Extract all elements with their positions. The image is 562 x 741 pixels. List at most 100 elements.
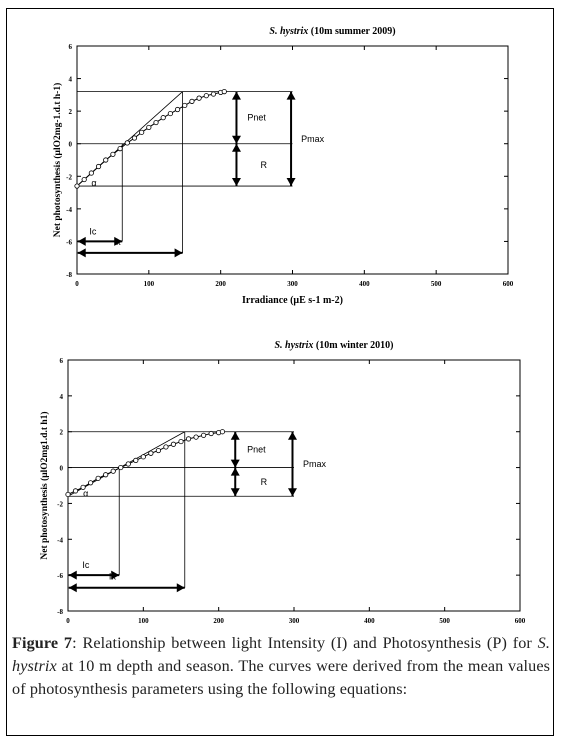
y-tick-label: 0 — [60, 465, 64, 473]
data-point — [139, 129, 145, 135]
data-point — [155, 447, 161, 454]
pnet-arrow-head — [230, 459, 240, 468]
figure-frame — [6, 8, 554, 736]
x-tick-label: 500 — [439, 617, 450, 625]
chart-title-species: S. hystrix — [275, 340, 314, 351]
x-tick-label: 0 — [66, 617, 70, 625]
data-point — [118, 464, 124, 471]
data-point — [182, 102, 188, 109]
data-point — [174, 106, 181, 113]
x-tick-label: 500 — [431, 280, 442, 288]
x-tick-label: 600 — [503, 280, 514, 288]
x-tick-label: 400 — [364, 617, 375, 625]
data-point — [167, 110, 173, 117]
caption-figure-label: Figure 7 — [12, 634, 73, 652]
y-tick-label: 2 — [69, 108, 73, 116]
pnet-arrow-head — [231, 91, 241, 100]
pnet-arrow-head — [230, 431, 240, 440]
data-point — [124, 140, 130, 146]
r-arrow-head — [231, 143, 241, 152]
pmax-arrow-head — [287, 431, 297, 440]
ik-arrow-head — [77, 248, 86, 258]
y-axis-label: Net photosynthesis (μlO2mg-1.d.t h-1) — [52, 83, 63, 238]
y-tick-label: -6 — [66, 238, 72, 246]
pnet-arrow-head — [231, 135, 241, 144]
x-tick-label: 300 — [289, 617, 300, 625]
chart-title-species: S. hystrix — [269, 26, 308, 37]
data-point — [88, 480, 94, 486]
y-tick-label: -8 — [57, 608, 63, 616]
plot-area — [67, 359, 521, 612]
data-point — [95, 163, 102, 170]
x-tick-label: 400 — [359, 280, 370, 288]
x-tick-label: 300 — [287, 280, 298, 288]
data-point — [201, 432, 207, 438]
data-point — [146, 124, 152, 131]
ik-arrow-head — [174, 248, 183, 258]
data-point — [65, 491, 71, 498]
data-point — [88, 170, 94, 176]
data-point — [160, 115, 166, 121]
data-point — [117, 146, 123, 152]
fit-curve — [67, 431, 223, 495]
data-point — [103, 472, 109, 478]
x-tick-label: 200 — [213, 617, 224, 625]
alpha-label: α — [83, 488, 88, 498]
caption-text-a: : Relationship between light Intensity (… — [72, 634, 538, 652]
ic-arrow-head — [77, 236, 86, 246]
data-point — [208, 430, 214, 437]
y-tick-label: -2 — [57, 500, 63, 508]
chart-title: S. hystrix (10m winter 2010) — [275, 340, 394, 351]
data-point — [140, 454, 146, 460]
ic-arrow-head — [68, 570, 77, 580]
ic-label: Ic — [82, 560, 90, 570]
data-point — [74, 183, 80, 189]
data-point — [110, 468, 116, 474]
ic-arrow-head — [111, 570, 120, 580]
y-tick-label: -8 — [66, 271, 72, 279]
pmax-arrow-head — [286, 178, 296, 187]
ic-arrow-head — [114, 236, 123, 246]
data-point — [203, 93, 209, 99]
alpha-label: α — [91, 178, 96, 188]
chart-winter-2010: 0 100 200 300 400 500 600 -8 -6 -4 -2 0 2 4 6 S. hystri… — [39, 340, 526, 625]
data-point — [72, 488, 79, 494]
x-tick-label: 100 — [138, 617, 149, 625]
y-tick-label: 6 — [60, 357, 64, 365]
pmax-label: Pmax — [303, 459, 327, 469]
y-tick-label: 4 — [69, 76, 73, 84]
data-point — [148, 450, 154, 456]
x-axis-label: Irradiance (μE s-1 m-2) — [242, 295, 343, 306]
data-point — [193, 434, 199, 440]
y-tick-label: -6 — [57, 572, 63, 580]
data-point — [110, 151, 116, 157]
y-tick-label: 4 — [60, 393, 64, 401]
pmax-arrow-head — [287, 488, 297, 497]
data-point — [103, 157, 109, 163]
data-point — [131, 135, 138, 141]
data-point — [178, 438, 184, 445]
data-point — [221, 89, 227, 95]
x-tick-label: 200 — [215, 280, 226, 288]
pnet-label: Pnet — [247, 445, 266, 455]
data-point — [81, 176, 87, 183]
pnet-label: Pnet — [247, 113, 266, 123]
data-point — [125, 461, 131, 467]
data-point — [163, 444, 169, 450]
ik-arrow-head — [176, 583, 185, 593]
pmax-label: Pmax — [301, 134, 325, 144]
y-tick-label: -2 — [66, 173, 72, 181]
fit-curve — [76, 91, 225, 187]
r-label: R — [261, 160, 268, 170]
data-point — [95, 475, 101, 481]
data-point — [219, 429, 226, 435]
ik-label: Ik — [109, 572, 117, 582]
chart-summer-2009: 0 100 200 300 400 500 600 -8 -6 -4 -2 0 2 4 6 S. hystri… — [52, 26, 514, 306]
x-tick-label: 600 — [515, 617, 526, 625]
y-axis-label: Net photosynthesis (μlO2mg1.d.t h1) — [39, 411, 50, 559]
ik-arrow-head — [68, 583, 77, 593]
x-tick-label: 0 — [75, 280, 79, 288]
y-tick-label: 2 — [60, 429, 64, 437]
data-point — [80, 484, 86, 490]
chart-title-rest: (10m winter 2010) — [313, 340, 393, 351]
